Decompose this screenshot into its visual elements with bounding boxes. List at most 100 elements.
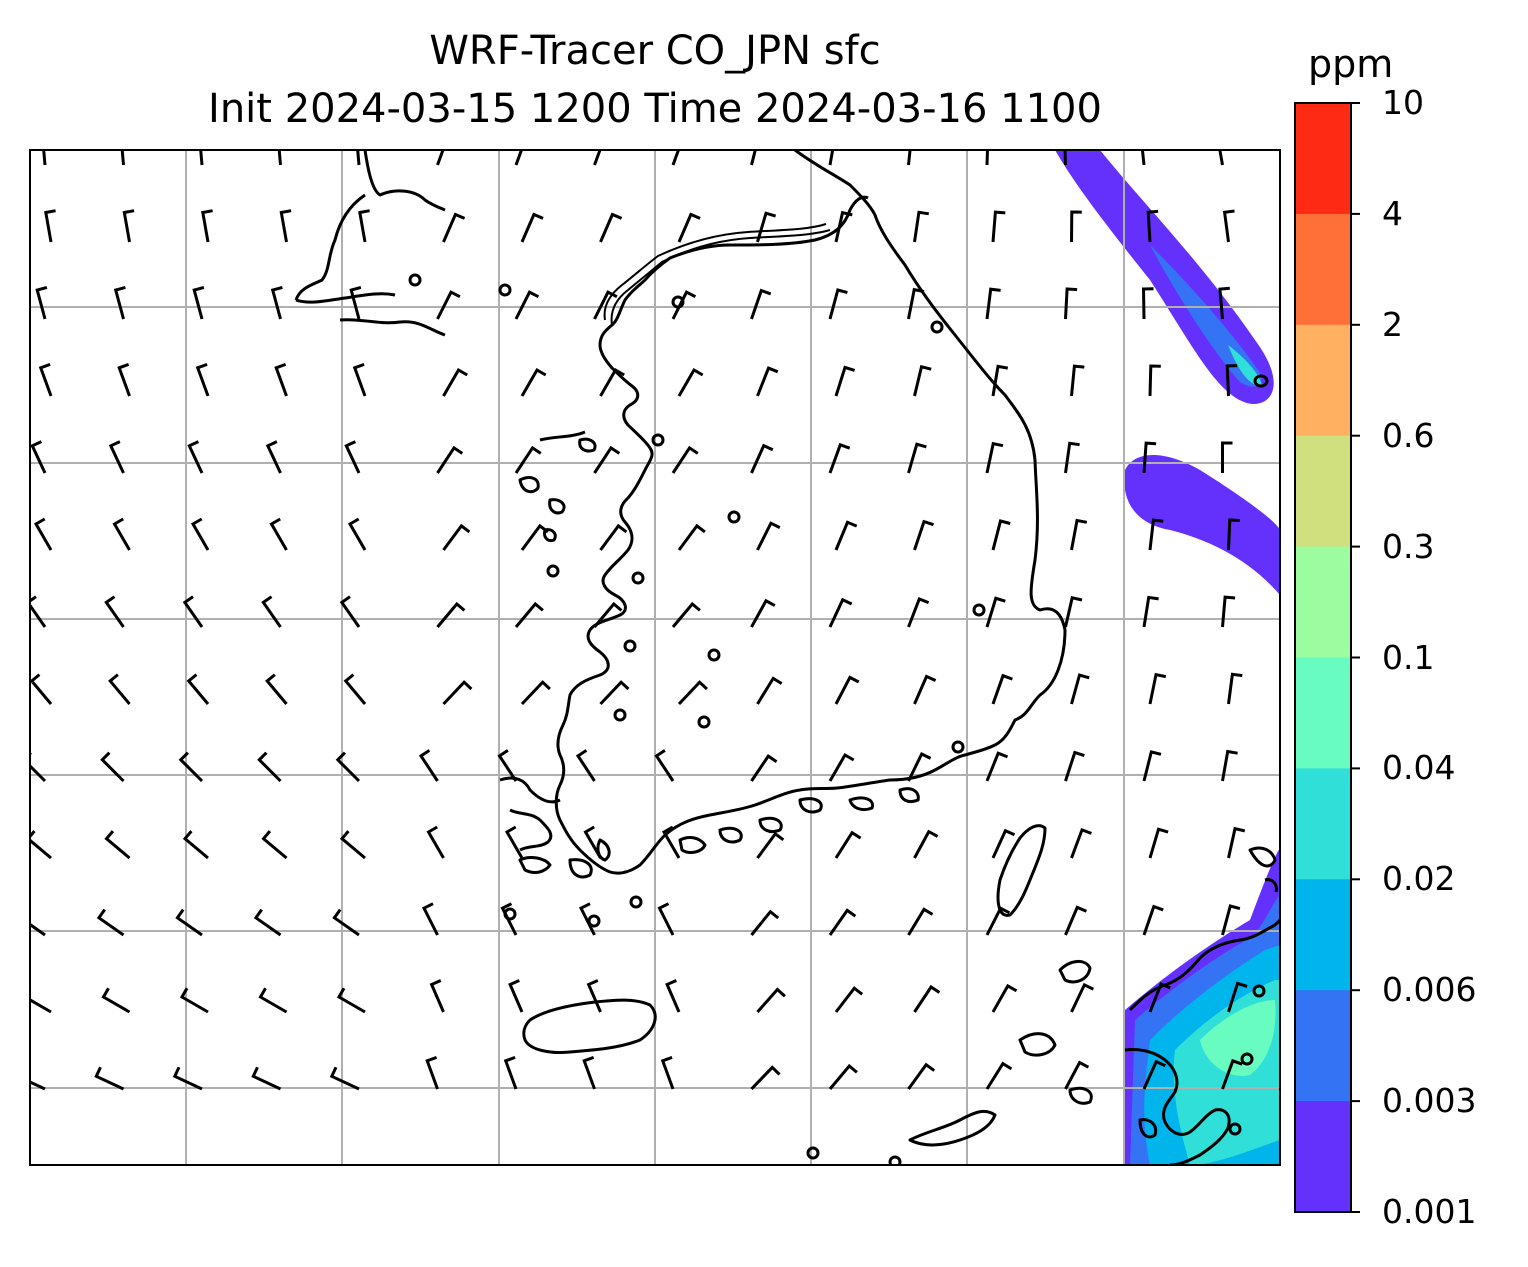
wind-barb (913, 519, 934, 551)
co-shading-southeast (1125, 848, 1280, 1165)
wind-barb (178, 751, 204, 783)
wind-barb (834, 365, 856, 397)
wind-barb (1227, 518, 1240, 551)
colorbar (1294, 102, 1360, 1213)
wind-barb (425, 1055, 439, 1090)
wind-barb (913, 829, 939, 859)
wind-barb (985, 751, 1009, 782)
wind-barb (913, 364, 932, 397)
wind-barb (756, 211, 777, 243)
colorbar-unit-label: ppm (1308, 42, 1394, 86)
wind-barb (1064, 1060, 1090, 1090)
wind-barb (332, 908, 360, 937)
wind-barb (677, 367, 704, 397)
wind-barb (1222, 209, 1235, 243)
wind-barb (329, 1066, 360, 1091)
wind-barb (1148, 364, 1161, 397)
wind-barb (593, 290, 618, 320)
wind-barb (1064, 441, 1080, 474)
wind-barb (671, 445, 699, 474)
wind-barb (30, 922, 46, 937)
wind-barb (985, 150, 990, 166)
wind-barb (654, 749, 675, 782)
wind-barb (828, 908, 857, 936)
wind-barb (101, 987, 131, 1014)
wind-barb (179, 987, 209, 1014)
wind-barb (426, 825, 445, 859)
wind-barb (108, 673, 131, 705)
wind-barb (913, 210, 930, 243)
wind-barb (677, 212, 701, 243)
wind-barb (30, 595, 47, 628)
wind-barb (500, 902, 518, 936)
wind-barb (1142, 750, 1162, 782)
wind-barb (96, 908, 125, 937)
colorbar-tick-label: 0.003 (1382, 1081, 1477, 1121)
wind-barb (112, 517, 131, 551)
wind-barb (756, 676, 783, 705)
wind-barb (253, 908, 282, 937)
wind-barb (30, 440, 47, 474)
wind-barb (907, 442, 927, 474)
colorbar-tick-label: 0.006 (1382, 970, 1477, 1010)
wind-barb (270, 285, 283, 320)
wind-barb (182, 595, 204, 628)
wind-barb (1148, 982, 1171, 1013)
wind-barb (104, 830, 131, 860)
wind-barb (828, 1063, 858, 1090)
wind-barb (834, 520, 858, 551)
wind-barb (1064, 596, 1083, 628)
wind-barb (828, 597, 853, 628)
wind-barb (1227, 981, 1248, 1013)
wind-barb (182, 830, 209, 860)
wind-barb (599, 680, 630, 706)
wind-barb (356, 150, 361, 166)
wind-barb (828, 442, 851, 474)
wind-barb (339, 595, 361, 628)
wind-barb (1064, 750, 1085, 782)
wind-barb (907, 1062, 936, 1090)
colorbar-segment (1295, 213, 1351, 326)
colorbar-tick-label: 4 (1382, 193, 1403, 233)
coastline-korea-south (499, 776, 611, 879)
colorbar-segment (1295, 546, 1351, 658)
wind-barb (520, 212, 544, 243)
wind-barb (593, 445, 621, 474)
wind-barb (436, 290, 461, 320)
wind-barb (175, 908, 203, 937)
wind-barb (907, 597, 930, 628)
wind-barb (913, 984, 941, 1013)
colorbar-tick-label: 2 (1382, 304, 1403, 344)
coastline-tsushima (996, 824, 1047, 917)
wind-barb (497, 749, 518, 782)
wind-barb (261, 830, 288, 860)
co-plume-east (1124, 455, 1280, 595)
wind-barb (586, 979, 602, 1013)
wind-barb (750, 909, 780, 936)
wind-barb (750, 443, 774, 474)
wind-barb (520, 523, 549, 551)
wind-barb (1148, 827, 1169, 859)
wind-barb (187, 440, 204, 474)
wind-barb (279, 209, 292, 243)
colorbar-segment (1295, 990, 1351, 1102)
wind-barb (1142, 1059, 1166, 1090)
wind-barb (991, 519, 1011, 551)
wind-barb (335, 751, 361, 783)
wind-barb (108, 440, 125, 474)
wind-barb (514, 445, 542, 474)
wind-barb (274, 362, 288, 397)
wind-barb (913, 674, 937, 705)
wind-barb (985, 596, 1006, 628)
wind-barb (750, 598, 776, 628)
wind-barb (1070, 210, 1082, 243)
wind-barb (750, 150, 757, 166)
wind-barb (756, 521, 781, 551)
wind-barb (1140, 150, 1146, 166)
wind-barb (199, 150, 204, 166)
wind-barb (265, 673, 288, 705)
wind-barb (35, 285, 48, 320)
wind-barb (991, 983, 1018, 1013)
map-area (30, 150, 1280, 1165)
colorbar-segment (1295, 324, 1351, 437)
